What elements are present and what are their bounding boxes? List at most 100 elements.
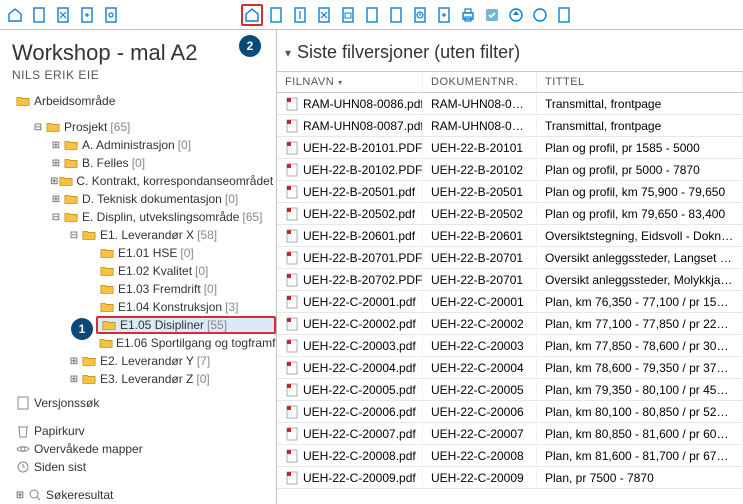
tree-e105-disipliner[interactable]: E1.05 Disipliner[55]: [96, 316, 276, 334]
tb-r1-icon[interactable]: [265, 4, 287, 26]
cell-filnavn: UEH-22-C-20002.pdf: [277, 315, 423, 333]
table-row[interactable]: UEH-22-C-20009.pdfUEH-22-C-20009Plan, pr…: [277, 467, 743, 489]
table-row[interactable]: UEH-22-B-20501.pdfUEH-22-B-20501Plan og …: [277, 181, 743, 203]
tb-doc1-icon[interactable]: [28, 4, 50, 26]
tb-r6-icon[interactable]: [385, 4, 407, 26]
tree-b-felles[interactable]: ⊞B. Felles[0]: [48, 154, 276, 172]
tree-a-admin[interactable]: ⊞A. Administrasjon[0]: [48, 136, 276, 154]
tb-doc3-icon[interactable]: [76, 4, 98, 26]
tree-e103[interactable]: E1.03 Fremdrift[0]: [96, 280, 276, 298]
table-row[interactable]: UEH-22-B-20702.PDFUEH-22-B-20701Oversikt…: [277, 269, 743, 291]
cell-filnavn: UEH-22-C-20001.pdf: [277, 293, 423, 311]
clock-icon: [15, 460, 31, 474]
nav-sokeresultat[interactable]: ⊞Søkeresultat: [12, 486, 276, 504]
callout-badge-1: 1: [71, 318, 93, 340]
collapse-icon[interactable]: ⊟: [50, 212, 62, 223]
table-row[interactable]: UEH-22-B-20502.pdfUEH-22-B-20502Plan og …: [277, 203, 743, 225]
tree-label: E2. Leverandør Y: [100, 354, 194, 368]
expand-icon[interactable]: ⊞: [68, 374, 80, 385]
folder-icon: [63, 192, 79, 206]
cell-tittel: Plan og profil, pr 1585 - 5000: [537, 139, 743, 157]
folder-icon: [81, 372, 97, 386]
nav-versjonssoek[interactable]: Versjonssøk: [12, 394, 276, 412]
tree-count: [0]: [195, 264, 208, 278]
table-row[interactable]: UEH-22-B-20601.pdfUEH-22-B-20601Oversikt…: [277, 225, 743, 247]
tb-r12-icon[interactable]: [553, 4, 575, 26]
col-filnavn[interactable]: FILNAVN▾: [277, 72, 423, 92]
cell-tittel: Transmittal, frontpage: [537, 95, 743, 113]
table-row[interactable]: UEH-22-C-20003.pdfUEH-22-C-20003Plan, km…: [277, 335, 743, 357]
tb-r8-icon[interactable]: [433, 4, 455, 26]
tree-e3[interactable]: ⊞E3. Leverandør Z[0]: [66, 370, 276, 388]
folder-icon: [99, 282, 115, 296]
tb-check-icon[interactable]: [481, 4, 503, 26]
tb-r5-icon[interactable]: [361, 4, 383, 26]
col-dokumentnr[interactable]: DOKUMENTNR.: [423, 72, 537, 92]
nav-papirkurv[interactable]: Papirkurv: [12, 422, 276, 440]
tb-doc4-icon[interactable]: [100, 4, 122, 26]
tb-r11-icon[interactable]: [529, 4, 551, 26]
tb-r3-icon[interactable]: [313, 4, 335, 26]
tree-d-teknisk[interactable]: ⊞D. Teknisk dokumentasjon[0]: [48, 190, 276, 208]
cell-filnavn: UEH-22-C-20005.pdf: [277, 381, 423, 399]
cell-dokumentnr: UEH-22-C-20007: [423, 425, 537, 443]
table-row[interactable]: UEH-22-C-20001.pdfUEH-22-C-20001Plan, km…: [277, 291, 743, 313]
tree-e101[interactable]: E1.01 HSE[0]: [96, 244, 276, 262]
folder-open-icon: [15, 94, 31, 108]
tb-home2-icon[interactable]: [241, 4, 263, 26]
collapse-icon[interactable]: ⊟: [32, 122, 44, 133]
table-row[interactable]: UEH-22-B-20701.PDFUEH-22-B-20701Oversikt…: [277, 247, 743, 269]
tb-r7-icon[interactable]: [409, 4, 431, 26]
tb-print-icon[interactable]: [457, 4, 479, 26]
table-row[interactable]: UEH-22-C-20002.pdfUEH-22-C-20002Plan, km…: [277, 313, 743, 335]
table-row[interactable]: UEH-22-C-20008.pdfUEH-22-C-20008Plan, km…: [277, 445, 743, 467]
table-row[interactable]: UEH-22-C-20004.pdfUEH-22-C-20004Plan, km…: [277, 357, 743, 379]
tree-c-kontrakt[interactable]: ⊞C. Kontrakt, korrespondanseområdet[0]: [48, 172, 276, 190]
tree-e102[interactable]: E1.02 Kvalitet[0]: [96, 262, 276, 280]
tree-e106[interactable]: E1.06 Sportilgang og togframføring: [96, 334, 276, 352]
content-title: Siste filversjoner (uten filter): [297, 42, 520, 63]
col-tittel[interactable]: TITTEL: [537, 72, 743, 92]
expand-icon[interactable]: ⊞: [14, 490, 26, 501]
tree-root-arbeidsomrade[interactable]: Arbeidsområde: [12, 92, 276, 110]
folder-icon: [63, 210, 79, 224]
tb-home-icon[interactable]: [4, 4, 26, 26]
folder-icon: [99, 264, 115, 278]
expand-icon[interactable]: ⊞: [50, 176, 58, 187]
table-row[interactable]: RAM-UHN08-0087.pdfRAM-UHN08-0087Transmit…: [277, 115, 743, 137]
expand-icon[interactable]: ⊞: [50, 158, 62, 169]
cell-tittel: Plan og profil, pr 5000 - 7870: [537, 161, 743, 179]
cell-filnavn: UEH-22-B-20601.pdf: [277, 227, 423, 245]
tree-label: Prosjekt: [64, 120, 107, 134]
tree-e-displin[interactable]: ⊟E. Displin, utvekslingsområde[65]: [48, 208, 276, 226]
cell-filnavn: UEH-22-C-20003.pdf: [277, 337, 423, 355]
nav-overvakede[interactable]: Overvåkede mapper: [12, 440, 276, 458]
table-row[interactable]: UEH-22-C-20005.pdfUEH-22-C-20005Plan, km…: [277, 379, 743, 401]
expand-icon[interactable]: ⊞: [50, 140, 62, 151]
cell-tittel: Transmittal, frontpage: [537, 117, 743, 135]
collapse-icon[interactable]: ⊟: [68, 230, 80, 241]
expand-icon[interactable]: ⊞: [50, 194, 62, 205]
tb-doc2-icon[interactable]: [52, 4, 74, 26]
nav-label: Overvåkede mapper: [34, 442, 143, 456]
nav-siden-sist[interactable]: Siden sist: [12, 458, 276, 476]
table-row[interactable]: UEH-22-B-20102.PDFUEH-22-B-20102Plan og …: [277, 159, 743, 181]
tree-prosjekt[interactable]: ⊟ Prosjekt [65]: [30, 118, 276, 136]
tb-r2-icon[interactable]: [289, 4, 311, 26]
tree-count: [0]: [132, 156, 145, 170]
tree-e1-leverandor-x[interactable]: ⊟E1. Leverandør X[58]: [66, 226, 276, 244]
col-label: TITTEL: [545, 76, 585, 88]
table-row[interactable]: UEH-22-C-20006.pdfUEH-22-C-20006Plan, km…: [277, 401, 743, 423]
folder-icon: [81, 228, 97, 242]
table-row[interactable]: UEH-22-B-20101.PDFUEH-22-B-20101Plan og …: [277, 137, 743, 159]
content-title-row[interactable]: ▾ Siste filversjoner (uten filter): [277, 30, 743, 71]
tree-e104[interactable]: E1.04 Konstruksjon[3]: [96, 298, 276, 316]
table-row[interactable]: RAM-UHN08-0086.pdfRAM-UHN08-0086Transmit…: [277, 93, 743, 115]
expand-icon[interactable]: ⊞: [68, 356, 80, 367]
cell-dokumentnr: UEH-22-C-20009: [423, 469, 537, 487]
table-row[interactable]: UEH-22-C-20007.pdfUEH-22-C-20007Plan, km…: [277, 423, 743, 445]
tb-r4-icon[interactable]: [337, 4, 359, 26]
page-icon: [15, 396, 31, 410]
tree-e2[interactable]: ⊞E2. Leverandør Y[7]: [66, 352, 276, 370]
tb-r10-icon[interactable]: [505, 4, 527, 26]
